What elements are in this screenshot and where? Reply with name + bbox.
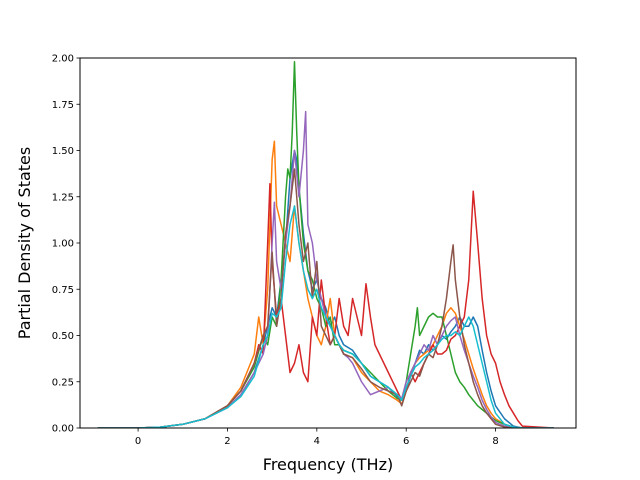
y-tick-label: 0.25: [52, 377, 74, 388]
y-tick-label: 1.00: [52, 239, 74, 250]
series-line-6: [97, 168, 554, 428]
x-tick-label: 0: [135, 436, 141, 447]
x-axis-title: Frequency (THz): [263, 455, 393, 474]
y-tick-label: 0.75: [52, 285, 74, 296]
series-line-4: [97, 183, 554, 428]
y-axis: 0.00 0.25 0.50 0.75 1.00 1.25 1.50 1.75 2.00: [52, 54, 80, 435]
series-line-2: [97, 140, 554, 428]
x-tick-label: 6: [403, 436, 409, 447]
series-line-7: [97, 205, 554, 428]
y-axis-title: Partial Density of States: [15, 147, 34, 339]
series-layer: [97, 60, 554, 428]
x-tick-label: 8: [492, 436, 498, 447]
y-tick-label: 2.00: [52, 54, 74, 65]
x-tick-label: 4: [314, 436, 320, 447]
y-tick-label: 1.75: [52, 100, 74, 111]
y-tick-label: 1.50: [52, 146, 74, 157]
y-tick-label: 0.50: [52, 331, 74, 342]
x-axis: 0 2 4 6 8: [135, 428, 499, 447]
y-tick-label: 0.00: [52, 424, 74, 435]
y-tick-label: 1.25: [52, 192, 74, 203]
x-tick-label: 2: [224, 436, 230, 447]
